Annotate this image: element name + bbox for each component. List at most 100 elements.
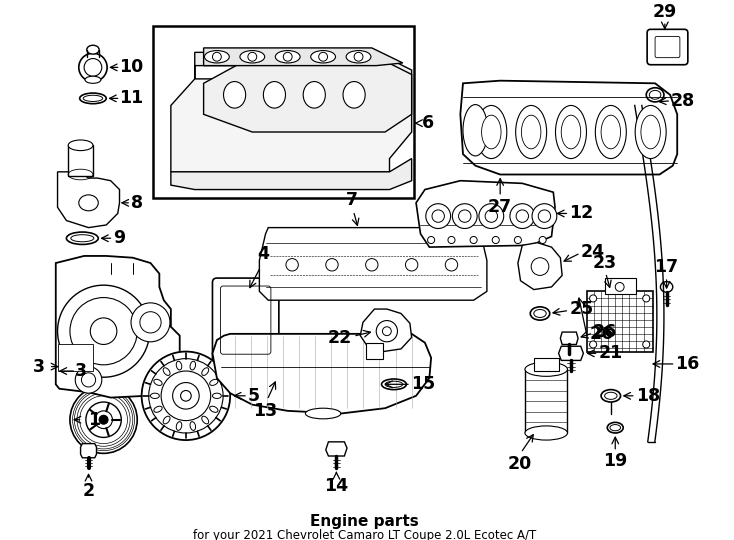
- Polygon shape: [203, 57, 412, 132]
- Circle shape: [99, 415, 108, 424]
- Text: 2: 2: [82, 482, 95, 500]
- Circle shape: [539, 237, 546, 244]
- Bar: [68, 145, 93, 176]
- Polygon shape: [57, 172, 120, 228]
- Circle shape: [446, 259, 458, 271]
- Circle shape: [515, 237, 521, 244]
- Circle shape: [479, 204, 504, 228]
- Bar: [525, 369, 567, 433]
- Circle shape: [286, 259, 298, 271]
- Circle shape: [326, 259, 338, 271]
- Text: Engine parts: Engine parts: [310, 515, 419, 529]
- Ellipse shape: [205, 51, 229, 63]
- Ellipse shape: [601, 115, 620, 149]
- Circle shape: [140, 312, 161, 333]
- Text: 21: 21: [598, 345, 622, 362]
- Circle shape: [354, 52, 363, 61]
- Polygon shape: [259, 228, 487, 300]
- Polygon shape: [212, 334, 431, 414]
- Ellipse shape: [516, 105, 547, 159]
- Ellipse shape: [463, 105, 488, 156]
- Circle shape: [382, 327, 391, 336]
- Polygon shape: [326, 442, 347, 456]
- Text: 6: 6: [422, 114, 435, 132]
- Circle shape: [212, 52, 222, 61]
- Ellipse shape: [556, 105, 586, 159]
- Text: 26: 26: [589, 325, 614, 343]
- Ellipse shape: [343, 82, 366, 108]
- Bar: [587, 292, 653, 352]
- Circle shape: [95, 411, 112, 429]
- Polygon shape: [518, 242, 562, 289]
- Ellipse shape: [624, 89, 642, 113]
- Polygon shape: [195, 52, 412, 79]
- Text: 22: 22: [328, 329, 352, 347]
- Ellipse shape: [310, 51, 335, 63]
- Circle shape: [405, 259, 418, 271]
- Ellipse shape: [305, 408, 341, 419]
- Ellipse shape: [303, 82, 325, 108]
- Circle shape: [428, 237, 435, 244]
- Bar: [605, 278, 636, 294]
- Text: 9: 9: [113, 230, 126, 247]
- Polygon shape: [56, 256, 180, 397]
- Ellipse shape: [87, 45, 99, 54]
- Ellipse shape: [264, 82, 286, 108]
- Text: 14: 14: [324, 477, 349, 495]
- Circle shape: [448, 237, 455, 244]
- Ellipse shape: [68, 140, 93, 151]
- Circle shape: [74, 390, 133, 449]
- Circle shape: [452, 204, 477, 228]
- Text: 24: 24: [581, 242, 605, 260]
- Text: 27: 27: [488, 198, 512, 217]
- Circle shape: [510, 204, 534, 228]
- Ellipse shape: [85, 76, 101, 83]
- Circle shape: [470, 237, 477, 244]
- Circle shape: [70, 386, 137, 454]
- Text: for your 2021 Chevrolet Camaro LT Coupe 2.0L Ecotec A/T: for your 2021 Chevrolet Camaro LT Coupe …: [193, 529, 537, 540]
- Polygon shape: [416, 181, 555, 247]
- Polygon shape: [560, 332, 578, 345]
- Text: 8: 8: [131, 194, 143, 212]
- Ellipse shape: [240, 51, 265, 63]
- Polygon shape: [360, 309, 412, 352]
- Ellipse shape: [275, 51, 300, 63]
- Ellipse shape: [482, 115, 501, 149]
- Circle shape: [142, 352, 230, 440]
- Circle shape: [628, 90, 639, 100]
- Text: 1: 1: [89, 411, 101, 429]
- Text: 3: 3: [76, 362, 87, 380]
- Circle shape: [516, 210, 528, 222]
- FancyBboxPatch shape: [647, 29, 688, 65]
- Circle shape: [426, 204, 451, 228]
- Ellipse shape: [595, 105, 626, 159]
- Circle shape: [531, 258, 549, 275]
- Ellipse shape: [224, 82, 246, 108]
- Circle shape: [76, 367, 102, 393]
- Ellipse shape: [521, 115, 541, 149]
- Bar: [57, 345, 93, 371]
- Ellipse shape: [562, 115, 581, 149]
- Bar: [153, 26, 414, 198]
- Bar: [534, 357, 559, 371]
- Circle shape: [538, 210, 550, 222]
- Circle shape: [485, 210, 498, 222]
- Circle shape: [459, 210, 471, 222]
- Text: 28: 28: [671, 92, 695, 110]
- Circle shape: [70, 298, 137, 365]
- Text: 18: 18: [636, 387, 660, 405]
- Polygon shape: [171, 79, 412, 172]
- Text: 29: 29: [653, 3, 677, 22]
- Text: 16: 16: [675, 355, 700, 373]
- Ellipse shape: [641, 115, 661, 149]
- Ellipse shape: [476, 105, 506, 159]
- Ellipse shape: [346, 51, 371, 63]
- Ellipse shape: [661, 282, 673, 292]
- Circle shape: [319, 52, 327, 61]
- Circle shape: [86, 402, 121, 437]
- Circle shape: [248, 52, 257, 61]
- Circle shape: [532, 204, 557, 228]
- Text: 23: 23: [592, 254, 617, 272]
- Text: 13: 13: [253, 402, 277, 420]
- Circle shape: [643, 295, 650, 302]
